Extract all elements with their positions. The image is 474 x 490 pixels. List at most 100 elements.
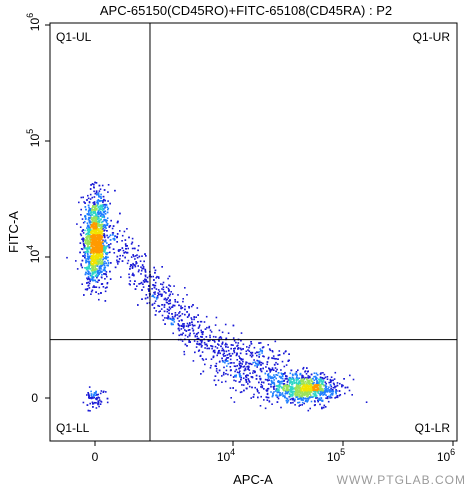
event-dot [282, 395, 284, 398]
event-dot [89, 239, 91, 241]
event-dot [124, 251, 127, 253]
event-dot [306, 385, 308, 388]
event-dot [309, 386, 312, 388]
event-dot [331, 390, 333, 393]
event-dot [153, 296, 156, 299]
event-dot [232, 324, 235, 327]
event-dot [102, 199, 104, 202]
event-dot [329, 389, 331, 391]
event-dot [166, 301, 169, 304]
event-dot [198, 343, 201, 346]
event-dot [298, 394, 301, 396]
event-dot [98, 405, 100, 408]
event-dot [290, 402, 292, 404]
event-dot [137, 245, 140, 247]
event-dot [276, 374, 279, 376]
event-dot [326, 390, 329, 392]
event-dot [267, 344, 269, 346]
event-dot [93, 256, 96, 258]
event-dot [167, 316, 170, 318]
event-dot [131, 241, 134, 244]
event-dot [98, 205, 100, 208]
event-dot [215, 316, 218, 319]
event-dot [301, 383, 303, 386]
event-dot [320, 393, 322, 395]
event-dot [206, 326, 208, 329]
event-dot [298, 390, 300, 392]
event-dot [330, 396, 333, 399]
event-dot [172, 317, 175, 320]
event-dot [106, 217, 109, 219]
event-dot [87, 194, 89, 197]
event-dot [105, 271, 108, 273]
event-dot [288, 385, 290, 388]
event-dot [86, 282, 88, 284]
event-dot [226, 365, 228, 367]
event-dot [283, 383, 286, 385]
event-dot [168, 300, 170, 302]
event-dot [95, 259, 97, 261]
event-dot [174, 314, 177, 316]
event-dot [173, 285, 175, 287]
event-dot [95, 250, 98, 252]
event-dot [221, 347, 224, 350]
event-dot [107, 207, 110, 210]
event-dot [300, 378, 303, 381]
event-dot [81, 259, 84, 262]
x-axis-label: APC-A [233, 472, 273, 487]
event-dot [296, 386, 299, 389]
event-dot [87, 271, 90, 274]
event-dot [296, 392, 299, 394]
event-dot [87, 393, 90, 395]
event-dot [253, 346, 256, 349]
event-dot [315, 378, 317, 380]
event-dot [181, 340, 184, 342]
event-dot [258, 381, 260, 384]
event-dot [277, 380, 280, 382]
event-dot [290, 391, 293, 394]
event-dot [79, 226, 82, 228]
event-dot [134, 264, 136, 266]
event-dot [86, 266, 88, 269]
event-dot [88, 396, 90, 399]
event-dot [87, 265, 90, 267]
event-dot [131, 274, 134, 276]
event-dot [95, 239, 97, 242]
event-dot [94, 234, 97, 237]
event-dot [311, 384, 314, 386]
event-dot [273, 382, 275, 384]
event-dot [88, 242, 90, 245]
event-dot [214, 365, 217, 367]
event-dot [170, 322, 173, 325]
event-dot [105, 252, 107, 255]
event-dot [274, 376, 276, 378]
event-dot [80, 214, 82, 216]
event-dot [227, 357, 230, 359]
event-dot [275, 361, 277, 364]
event-dot [83, 251, 85, 254]
event-dot [102, 220, 104, 223]
event-dot [318, 397, 320, 400]
event-dot [256, 354, 258, 357]
event-dot [98, 212, 100, 214]
event-dot [171, 318, 173, 321]
event-dot [247, 374, 249, 377]
event-dot [295, 381, 298, 384]
event-dot [281, 380, 284, 383]
event-dot [245, 353, 248, 355]
event-dot [254, 386, 256, 389]
event-dot [101, 200, 103, 202]
event-dot [104, 199, 106, 202]
event-dot [106, 223, 109, 225]
event-dot [168, 312, 170, 315]
event-dot [242, 360, 244, 363]
event-dot [95, 242, 97, 244]
event-dot [104, 300, 107, 302]
event-dot [119, 254, 121, 257]
event-dot [91, 196, 94, 199]
event-dot [97, 223, 99, 225]
event-dot [239, 391, 242, 394]
event-dot [98, 229, 100, 232]
event-dot [103, 224, 105, 226]
event-dot [221, 360, 224, 362]
